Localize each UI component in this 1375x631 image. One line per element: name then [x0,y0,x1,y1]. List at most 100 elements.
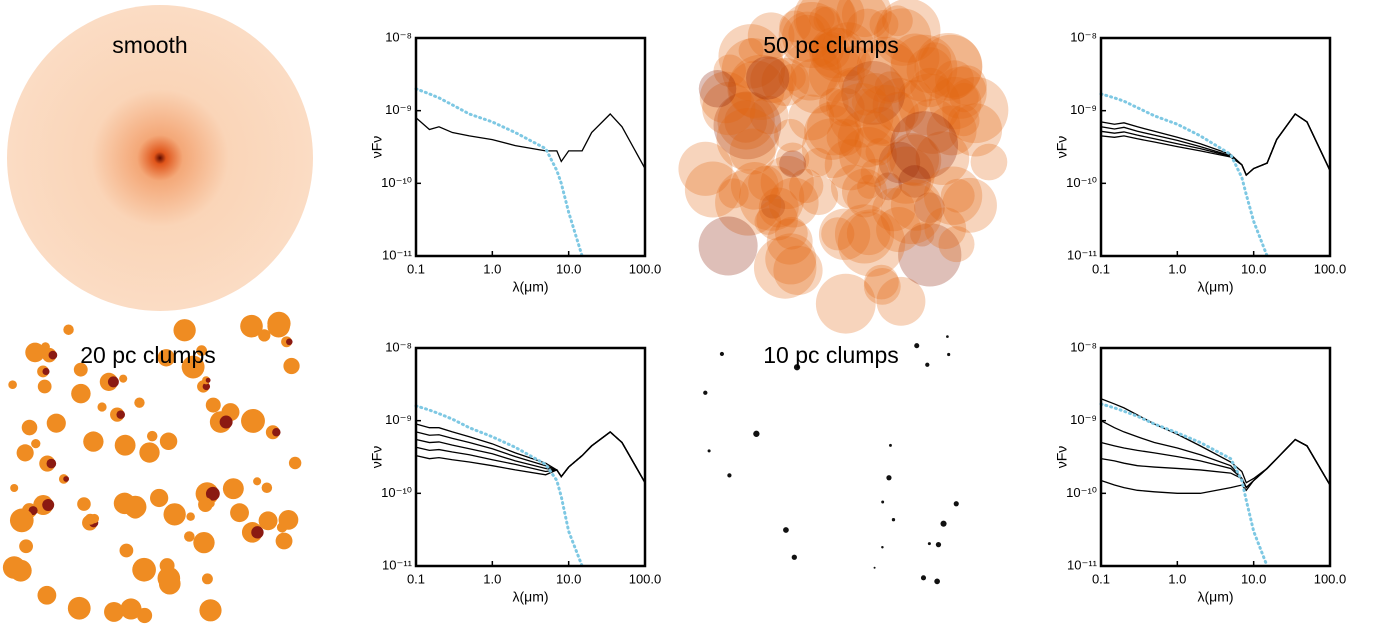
clump [779,10,811,43]
clump [89,513,100,524]
y-tick-label: 10⁻⁹ [385,412,412,427]
sed-chart: 0.1 1.0 10.0 100.0 10⁻⁸ 10⁻⁹ 10⁻¹⁰ 10⁻¹¹ λ(μm) νF… [369,29,662,294]
clump [942,177,997,233]
clump [765,233,817,285]
clump [920,575,927,581]
clump [872,78,927,133]
y-tick-label: 10⁻¹⁰ [381,175,412,190]
y-axis-label: νFν [1054,446,1070,469]
clump [897,79,933,115]
clump [97,402,107,412]
clump-image-20pc [2,311,302,624]
clump [838,69,863,95]
clump [946,335,949,338]
clump [854,73,896,114]
y-tick-label: 10⁻⁹ [385,102,412,117]
clump [134,397,145,408]
clump [836,45,872,81]
sed-line [1100,438,1331,489]
clump [878,141,921,184]
clump-overlap [116,410,125,419]
clump [756,199,798,241]
clump [878,91,919,133]
y-tick-label: 10⁻¹⁰ [1066,485,1097,500]
x-tick-label: 1.0 [483,571,501,586]
clump [31,438,41,449]
clump [119,374,128,383]
x-tick-label: 100.0 [629,261,662,276]
clump [874,71,906,103]
clump [173,319,196,342]
clump [799,176,839,216]
plot-frame [414,346,647,568]
clump [139,442,160,463]
clump [10,483,19,493]
clump [918,42,952,76]
clump [948,103,1003,157]
clump [747,12,795,59]
clump [119,543,134,558]
clump-overlap [251,526,264,539]
y-tick-label: 10⁻¹⁰ [381,485,412,500]
clump [815,0,865,39]
clump [713,91,782,160]
clump [748,165,784,201]
clump [727,473,732,478]
clump [738,38,764,64]
y-tick-label: 10⁻¹¹ [382,247,413,262]
clump [940,520,947,527]
sed-line [1100,113,1331,177]
clump [699,71,752,124]
y-axis-label: νFν [369,446,385,469]
clump [707,449,711,453]
clump [806,101,861,156]
clump [846,211,891,256]
image-label: smooth [112,32,187,58]
clump [919,34,983,98]
clump [184,531,195,542]
sed-line [1100,438,1331,489]
clump [778,63,806,92]
clump [890,111,959,180]
clump [845,8,890,52]
clump [205,397,221,413]
clump [801,118,862,179]
clump [774,118,808,153]
clump [864,264,899,300]
clump [9,508,34,533]
clump [754,208,782,235]
clump [841,0,888,38]
clump [872,188,916,232]
x-tick-label: 100.0 [1314,571,1347,586]
clump-overlap [48,350,58,360]
clump [739,165,805,231]
clump [132,557,156,582]
x-tick-label: 10.0 [1241,261,1266,276]
clump [779,150,807,178]
clump [8,380,17,390]
sed-line [415,113,646,169]
clump [812,28,867,83]
clump [113,492,136,515]
clump [73,362,88,377]
clump [836,0,892,41]
y-tick-label: 10⁻⁹ [1070,102,1097,117]
plot-frame [1099,36,1332,258]
clump [783,527,789,533]
x-tick-label: 0.1 [407,261,425,276]
clump [181,355,205,379]
clump [808,45,865,102]
clump [768,177,819,228]
clump-overlap [272,428,281,437]
clump [773,245,823,296]
clump [953,501,959,507]
clump [678,141,733,196]
clump [824,139,876,191]
x-axis-label: λ(μm) [1197,589,1233,605]
clump [925,362,930,367]
image-label: 50 pc clumps [763,32,899,58]
clump [253,477,262,486]
y-axis-label: νFν [1054,136,1070,159]
sed-line [1100,438,1331,494]
clump [898,223,962,287]
